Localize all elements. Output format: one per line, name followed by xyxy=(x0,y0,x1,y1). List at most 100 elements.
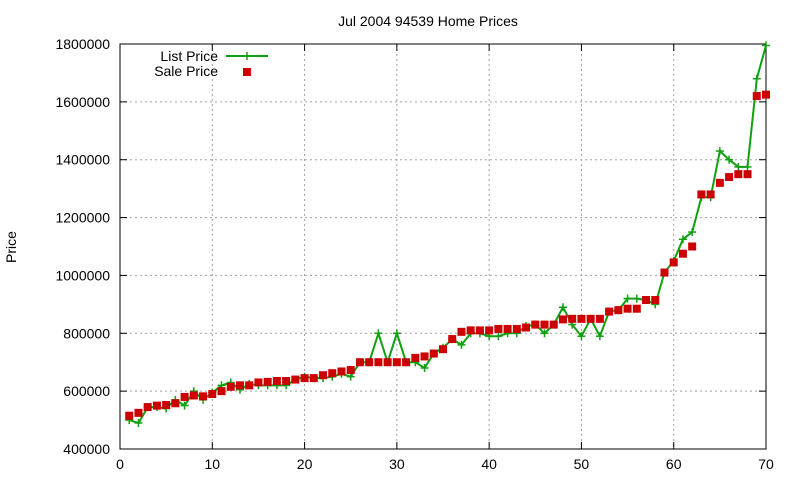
sale-price-marker xyxy=(512,324,521,333)
sale-price-marker xyxy=(669,258,678,267)
sale-price-marker xyxy=(605,307,614,316)
series-layer xyxy=(125,41,770,427)
sale-price-marker xyxy=(706,190,715,199)
sale-price-marker xyxy=(522,323,531,332)
list-price-marker xyxy=(595,332,604,341)
list-price-marker xyxy=(715,147,724,156)
y-tick-label: 800000 xyxy=(63,325,110,341)
sale-price-marker xyxy=(475,326,484,335)
sale-price-marker xyxy=(752,92,761,101)
sale-price-marker xyxy=(586,314,595,323)
sale-price-marker xyxy=(540,320,549,329)
sale-price-marker xyxy=(134,408,143,417)
sale-price-marker xyxy=(632,304,641,313)
list-price-marker xyxy=(688,228,697,237)
list-price-marker xyxy=(392,329,401,338)
sale-price-marker xyxy=(355,358,364,367)
sale-price-marker xyxy=(263,377,272,386)
y-tick-label: 600000 xyxy=(63,383,110,399)
sale-price-marker xyxy=(494,324,503,333)
sale-price-marker xyxy=(180,392,189,401)
list-price-marker xyxy=(623,294,632,303)
sale-price-marker xyxy=(531,320,540,329)
sale-price-marker xyxy=(725,173,734,182)
sale-price-marker xyxy=(383,358,392,367)
list-price-marker xyxy=(725,155,734,164)
sale-price-marker xyxy=(300,374,309,383)
sale-price-marker xyxy=(577,314,586,323)
list-price-marker xyxy=(457,340,466,349)
sale-price-marker xyxy=(328,369,337,378)
list-price-marker xyxy=(577,332,586,341)
sale-price-marker xyxy=(642,296,651,305)
legend-swatch-sale-price xyxy=(243,68,251,76)
y-axis-label: Price xyxy=(3,231,19,263)
sale-price-marker xyxy=(319,371,328,380)
sale-price-marker xyxy=(568,314,577,323)
chart-title: Jul 2004 94539 Home Prices xyxy=(338,13,518,29)
y-tick-label: 1000000 xyxy=(55,267,110,283)
list-price-marker xyxy=(743,162,752,171)
sale-price-marker xyxy=(420,352,429,361)
sale-price-marker xyxy=(217,387,226,396)
sale-price-marker xyxy=(208,390,217,399)
x-tick-label: 70 xyxy=(758,456,774,472)
y-tick-label: 1800000 xyxy=(55,36,110,52)
sale-price-marker xyxy=(143,403,152,412)
axis-layer: 0 10 20 30 40 50 60 70 400000 600000 800000 1000000… xyxy=(55,36,774,472)
sale-price-marker xyxy=(660,268,669,277)
legend-label-sale-price: Sale Price xyxy=(154,63,218,79)
sale-price-marker xyxy=(171,399,180,408)
sale-price-marker xyxy=(235,381,244,390)
legend-label-list-price: List Price xyxy=(160,48,218,64)
sale-price-marker xyxy=(503,324,512,333)
sale-price-marker xyxy=(762,90,770,99)
sale-price-marker xyxy=(365,358,374,367)
sale-price-marker xyxy=(402,358,411,367)
sale-price-marker xyxy=(623,304,632,313)
sale-price-marker xyxy=(291,375,300,384)
x-tick-label: 50 xyxy=(574,456,590,472)
list-price-marker xyxy=(180,401,189,410)
sale-price-marker xyxy=(309,374,318,383)
list-price-marker xyxy=(632,294,641,303)
sale-price-marker xyxy=(688,242,697,251)
sale-price-marker xyxy=(595,314,604,323)
sale-price-marker xyxy=(411,353,420,362)
sale-price-marker xyxy=(678,249,687,258)
sale-price-marker xyxy=(162,401,171,410)
sale-price-marker xyxy=(485,326,494,335)
sale-price-marker xyxy=(448,335,457,344)
list-price-marker xyxy=(494,332,503,341)
x-tick-label: 10 xyxy=(204,456,220,472)
plot-frame xyxy=(119,43,767,450)
list-price-marker xyxy=(678,235,687,244)
sale-price-marker xyxy=(226,382,235,391)
x-tick-label: 60 xyxy=(666,456,682,472)
list-price-marker xyxy=(134,418,143,427)
y-tick-label: 1400000 xyxy=(55,152,110,168)
list-price-marker xyxy=(374,329,383,338)
sale-price-marker xyxy=(614,306,623,315)
list-price-marker xyxy=(762,41,770,50)
sale-price-marker xyxy=(254,378,263,387)
sale-price-marker xyxy=(245,381,254,390)
sale-price-marker xyxy=(189,391,198,400)
x-tick-label: 20 xyxy=(297,456,313,472)
sale-price-marker xyxy=(392,358,401,367)
list-price-marker xyxy=(540,329,549,338)
sale-price-marker xyxy=(337,367,346,376)
sale-price-marker xyxy=(439,345,447,354)
sale-price-marker xyxy=(697,190,706,199)
sale-price-marker xyxy=(282,377,291,386)
x-tick-label: 30 xyxy=(389,456,405,472)
y-tick-label: 1600000 xyxy=(55,94,110,110)
sale-price-marker xyxy=(715,178,724,187)
sale-price-marker xyxy=(743,170,752,179)
sale-price-marker xyxy=(651,296,660,305)
sale-price-marker xyxy=(152,401,161,410)
sale-price-marker xyxy=(125,411,134,420)
